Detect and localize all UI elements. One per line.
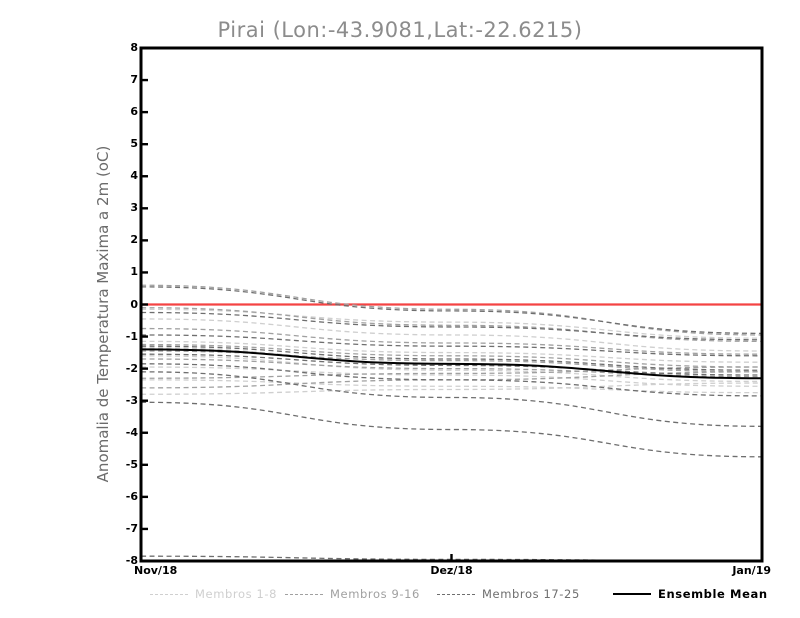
y-tick-label: -5: [125, 457, 138, 471]
y-tick-label: -6: [125, 489, 138, 503]
series-line-member: [141, 366, 762, 387]
series-line-member: [141, 355, 762, 383]
y-tick-label: 8: [130, 41, 138, 54]
y-tick-label: 7: [130, 73, 138, 87]
series-line-member: [141, 286, 762, 335]
legend-swatch-icon: [613, 593, 651, 595]
legend-item[interactable]: Membros 1-8: [150, 584, 277, 604]
y-tick-label: 2: [130, 233, 138, 247]
y-axis-tick-labels: 8 7 6 5 4 3 2 1 0 -1 -2 -3 -4 -5 -6 -7 -8: [112, 0, 138, 618]
series-line-member: [141, 350, 762, 373]
series-line-member: [141, 382, 762, 395]
chart-legend: Membros 1-8 Membros 9-16 Membros 17-25 Ense…: [0, 584, 800, 606]
series-line-member: [141, 318, 762, 352]
legend-swatch-icon: [285, 593, 323, 595]
legend-item[interactable]: Ensemble Mean: [613, 584, 768, 604]
series-line-ensemble-mean: [141, 348, 762, 380]
series-line-member: [141, 327, 762, 355]
series-line-member: [141, 307, 762, 343]
legend-label: Membros 1-8: [195, 587, 278, 601]
series-line-member: [141, 284, 762, 336]
y-axis-label: Anomalia de Temperatura Maxima a 2m (oC): [94, 145, 112, 483]
series-line-member: [141, 401, 762, 458]
series-line-member: [141, 311, 762, 341]
y-tick-label: 1: [130, 265, 138, 279]
legend-label: Membros 9-16: [330, 587, 420, 601]
series-line-member: [141, 340, 762, 363]
chart-title: Pirai (Lon:-43.9081,Lat:-22.6215): [217, 18, 583, 42]
legend-label: Ensemble Mean: [658, 587, 768, 601]
y-tick-label: 4: [130, 169, 138, 183]
y-tick-label: -4: [125, 425, 138, 439]
y-axis-ticks: [141, 46, 148, 563]
legend-label: Membros 17-25: [482, 587, 580, 601]
y-tick-label: 5: [130, 137, 138, 151]
y-tick-label: 3: [130, 201, 138, 215]
legend-item[interactable]: Membros 9-16: [285, 584, 420, 604]
series-line-member: [141, 353, 762, 376]
y-tick-label: 0: [130, 297, 138, 311]
series-line-member: [141, 371, 762, 389]
series-line-member: [141, 334, 762, 357]
series-line-member: [141, 366, 762, 379]
series-line-member: [141, 345, 762, 371]
series-line-member: [141, 343, 762, 368]
y-tick-label: -1: [125, 329, 138, 343]
y-tick-label: -7: [125, 521, 138, 535]
legend-swatch-icon: [150, 593, 188, 595]
legend-swatch-icon: [437, 593, 475, 595]
y-tick-label: -2: [125, 361, 138, 375]
series-line-member: [141, 379, 762, 394]
legend-item[interactable]: Membros 17-25: [437, 584, 580, 604]
x-axis-ticks: [139, 554, 764, 561]
x-tick-label: Dez/18: [430, 564, 473, 577]
y-tick-label: -8: [125, 554, 138, 567]
series-group: [141, 284, 762, 561]
series-line-member: [141, 363, 762, 397]
series-line-member: [141, 308, 762, 339]
y-tick-label: -3: [125, 393, 138, 407]
series-line-member: [141, 371, 762, 427]
x-tick-label: Nov/18: [134, 564, 178, 577]
x-tick-label: Jan/19: [732, 564, 771, 577]
y-tick-label: 6: [130, 105, 138, 119]
